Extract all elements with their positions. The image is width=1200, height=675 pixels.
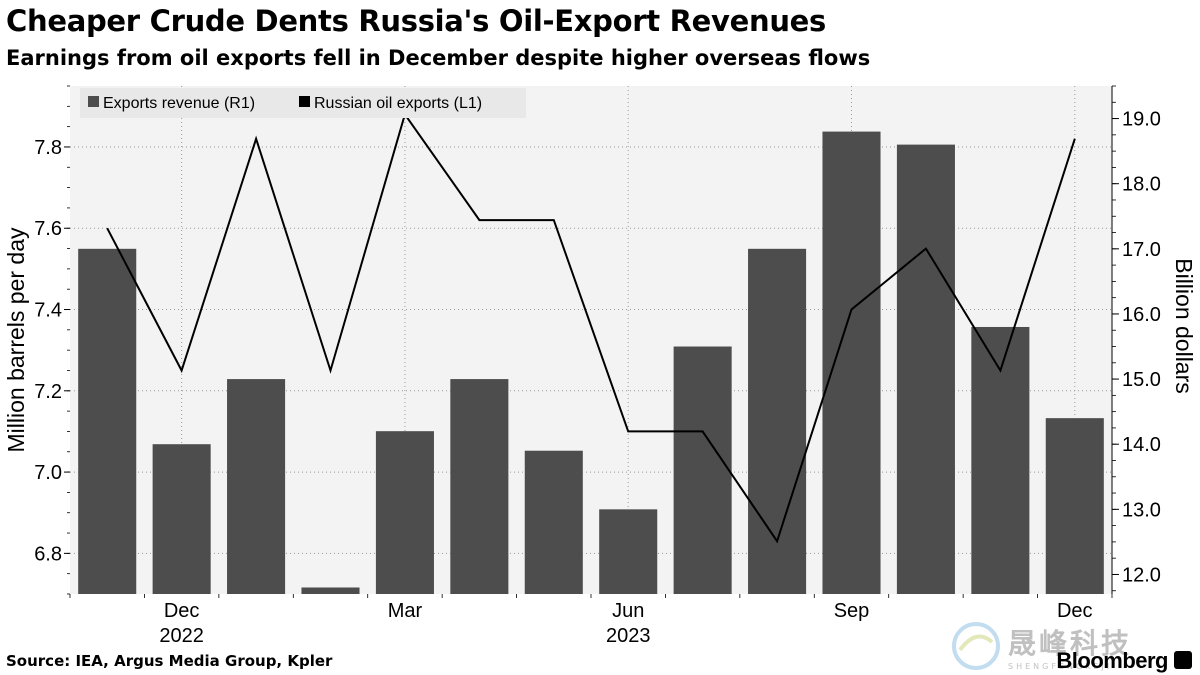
legend-swatch-bar <box>88 96 99 107</box>
bar-series <box>78 131 1104 595</box>
right-tick-label: 16.0 <box>1122 304 1161 326</box>
legend-swatch-line <box>299 96 310 107</box>
chart-title: Cheaper Crude Dents Russia's Oil-Export … <box>6 4 827 38</box>
bar-exports-revenue <box>599 509 658 594</box>
right-tick-label: 14.0 <box>1122 434 1161 456</box>
bar-exports-revenue <box>822 131 881 595</box>
line-series <box>106 112 1076 544</box>
right-tick-label: 17.0 <box>1122 239 1161 261</box>
watermark-subtext: SHENGFENGKEJI <box>1008 662 1113 671</box>
right-tick-label: 18.0 <box>1122 174 1161 196</box>
legend-label-bar: Exports revenue (R1) <box>103 95 255 112</box>
bar-exports-revenue <box>896 144 955 594</box>
x-tick-label: Jun <box>612 600 644 622</box>
bar-exports-revenue <box>227 379 286 594</box>
x-tick-label: Mar <box>388 600 423 622</box>
bar-exports-revenue <box>375 431 434 594</box>
right-axis-title: Billion dollars <box>1171 258 1197 394</box>
bloomberg-badge-icon <box>1174 651 1192 669</box>
left-axis-title: Million barrels per day <box>3 227 29 452</box>
bar-exports-revenue <box>524 450 583 594</box>
x-tick-label: Sep <box>834 600 870 622</box>
bar-exports-revenue <box>152 444 211 594</box>
plot-background <box>70 86 1112 594</box>
line-russian-oil-exports <box>106 112 1076 544</box>
bar-exports-revenue <box>748 248 807 595</box>
left-tick-label: 7.6 <box>34 218 62 240</box>
bar-exports-revenue <box>301 587 360 594</box>
left-tick-label: 7.4 <box>34 300 62 322</box>
bar-exports-revenue <box>450 379 509 594</box>
x-tick-label: Dec <box>164 600 200 622</box>
left-tick-label: 7.0 <box>34 462 62 484</box>
right-tick-label: 15.0 <box>1122 369 1161 391</box>
bar-exports-revenue <box>1045 418 1104 594</box>
watermark-text: 晟峰科技 <box>1008 627 1133 660</box>
watermark-logo <box>952 622 1000 670</box>
legend: Exports revenue (R1) Russian oil exports … <box>80 88 526 118</box>
bar-exports-revenue <box>971 326 1030 594</box>
x-year-label: 2023 <box>606 625 651 647</box>
left-tick-label: 7.8 <box>34 137 62 159</box>
left-tick-label: 6.8 <box>34 543 62 565</box>
axes: 6.8 7.0 7.2 7.4 7.6 7.8 Dec 2022 Mar Jun 2023 Sep De… <box>3 85 1197 647</box>
bar-exports-revenue <box>78 248 137 595</box>
x-tick-label: Dec <box>1057 600 1093 622</box>
left-tick-label: 7.2 <box>34 381 62 403</box>
source-note: Source: IEA, Argus Media Group, Kpler <box>6 652 333 670</box>
x-year-label: 2022 <box>159 625 204 647</box>
bar-exports-revenue <box>673 346 732 594</box>
bloomberg-logo: Bloomberg <box>1056 648 1168 673</box>
right-tick-label: 19.0 <box>1122 109 1161 131</box>
right-tick-label: 12.0 <box>1122 564 1161 586</box>
legend-label-line: Russian oil exports (L1) <box>314 95 482 112</box>
right-tick-label: 13.0 <box>1122 499 1161 521</box>
chart-subtitle: Earnings from oil exports fell in Decemb… <box>6 46 871 70</box>
